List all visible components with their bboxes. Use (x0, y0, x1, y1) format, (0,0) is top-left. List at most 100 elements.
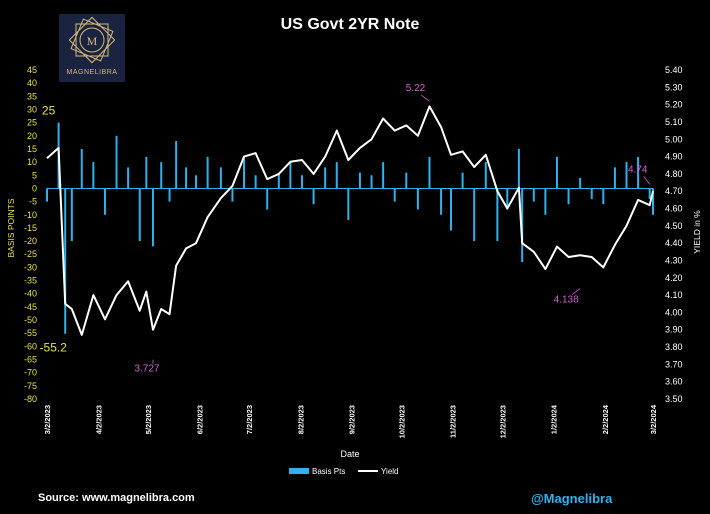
left-tick-label: -25 (24, 249, 37, 259)
left-axis-ticks: 45 40 35 30 25 20 15 10 5 0 -5 -10 -15 -20 -25 -30 -35 -4… (24, 65, 37, 404)
bar-mark (70, 188, 73, 242)
right-tick-label: 3.60 (665, 377, 683, 387)
legend-label-yield: Yield (381, 467, 399, 476)
bar-mark (461, 172, 464, 189)
bar-mark (231, 188, 234, 202)
left-tick-label: 10 (27, 157, 37, 167)
bar-mark (80, 148, 83, 189)
right-tick-label: 5.30 (665, 82, 683, 92)
bar-mark (151, 188, 154, 247)
bar-mark (289, 162, 292, 189)
bar-mark (195, 175, 198, 189)
yield-line (46, 105, 654, 336)
left-tick-label: 40 (27, 78, 37, 88)
right-tick-label: 3.70 (665, 359, 683, 369)
bar-mark (382, 162, 385, 189)
x-tick-label: 7/2/2023 (245, 405, 254, 434)
right-tick-label: 3.90 (665, 325, 683, 335)
x-tick-label: 3/2/2023 (43, 405, 52, 434)
left-tick-label: -35 (24, 276, 37, 286)
right-tick-label: 5.00 (665, 134, 683, 144)
bar-mark (506, 188, 509, 210)
bar-mark (300, 175, 303, 189)
bar-mark (567, 188, 570, 205)
left-tick-label: 35 (27, 91, 37, 101)
right-tick-label: 4.40 (665, 238, 683, 248)
bar-mark (243, 156, 246, 189)
right-tick-label: 4.80 (665, 169, 683, 179)
bar-mark (219, 167, 222, 189)
bar-mark (254, 175, 257, 189)
bar-mark (312, 188, 315, 205)
left-tick-label: -15 (24, 223, 37, 233)
bar-mark (92, 162, 95, 189)
bar-mark (602, 188, 605, 205)
bar-mark (168, 188, 171, 202)
bar-mark (416, 188, 419, 210)
brand-logo-text: MAGNELIBRA (66, 69, 118, 76)
bar-mark (625, 162, 628, 189)
bar-mark (544, 188, 547, 215)
left-tick-label: -40 (24, 289, 37, 299)
bar-mark (532, 188, 535, 202)
left-tick-label: 45 (27, 65, 37, 75)
left-tick-label: 20 (27, 131, 37, 141)
bar-mark (145, 156, 148, 189)
x-tick-label: 9/2/2023 (348, 405, 357, 434)
annotation-leader (643, 176, 651, 185)
chart-title: US Govt 2YR Note (281, 16, 420, 33)
bar-mark (64, 188, 67, 334)
annotation-leader (571, 288, 581, 295)
brand-logo: M (59, 14, 125, 82)
x-tick-label: 11/2/2023 (449, 405, 458, 438)
bar-mark (347, 188, 350, 221)
bar-mark (138, 188, 141, 242)
x-tick-label: 8/2/2023 (296, 405, 305, 434)
bar-mark (440, 188, 443, 215)
bar-mark (115, 135, 118, 189)
legend-label-basis-pts: Basis Pts (312, 467, 345, 476)
bar-mark (335, 162, 338, 189)
bar-mark (160, 162, 163, 189)
bar-series (46, 122, 654, 334)
right-tick-label: 4.00 (665, 307, 683, 317)
left-tick-label: -45 (24, 302, 37, 312)
bar-mark (393, 188, 396, 202)
svg-text:M: M (87, 34, 98, 48)
bar-mark (496, 188, 499, 242)
annotations: 25 -55.2 3.727 5.22 4.138 4.74 (40, 83, 651, 375)
bar-mark (103, 188, 106, 215)
right-axis-ticks: 5.40 5.30 5.20 5.10 5.00 4.90 4.80 4.70 4.60 4.50… (665, 65, 683, 404)
bar-mark (590, 188, 593, 199)
right-tick-label: 4.30 (665, 255, 683, 265)
bar-mark (185, 167, 188, 189)
x-tick-label: 6/2/2023 (195, 405, 204, 434)
left-tick-label: 30 (27, 104, 37, 114)
right-axis-label: YIELD in % (692, 210, 702, 254)
left-tick-label: -65 (24, 355, 37, 365)
legend-swatch-basis-pts (289, 468, 309, 474)
x-tick-label: 4/2/2023 (94, 405, 103, 434)
bar-mark (370, 175, 373, 189)
left-tick-label: -75 (24, 381, 37, 391)
bar-mark (517, 148, 520, 189)
bar-mark (206, 156, 209, 189)
left-tick-label: 5 (32, 170, 37, 180)
left-tick-label: -60 (24, 341, 37, 351)
left-tick-label: -50 (24, 315, 37, 325)
bar-mark (405, 172, 408, 189)
yield-line-series (46, 105, 654, 336)
bar-mark (277, 172, 280, 189)
x-tick-label: 1/2/2024 (550, 404, 559, 434)
right-tick-label: 4.60 (665, 204, 683, 214)
bar-mark (555, 156, 558, 189)
twitter-handle: @Magnelibra (531, 491, 613, 506)
annotation-label: 25 (42, 104, 56, 118)
bar-mark (613, 167, 616, 189)
x-tick-label: 12/2/2023 (498, 405, 507, 438)
x-tick-label: 10/2/2023 (397, 405, 406, 438)
left-tick-label: -70 (24, 368, 37, 378)
right-tick-label: 4.20 (665, 273, 683, 283)
right-tick-label: 5.20 (665, 100, 683, 110)
annotation-label: 3.727 (134, 364, 159, 375)
